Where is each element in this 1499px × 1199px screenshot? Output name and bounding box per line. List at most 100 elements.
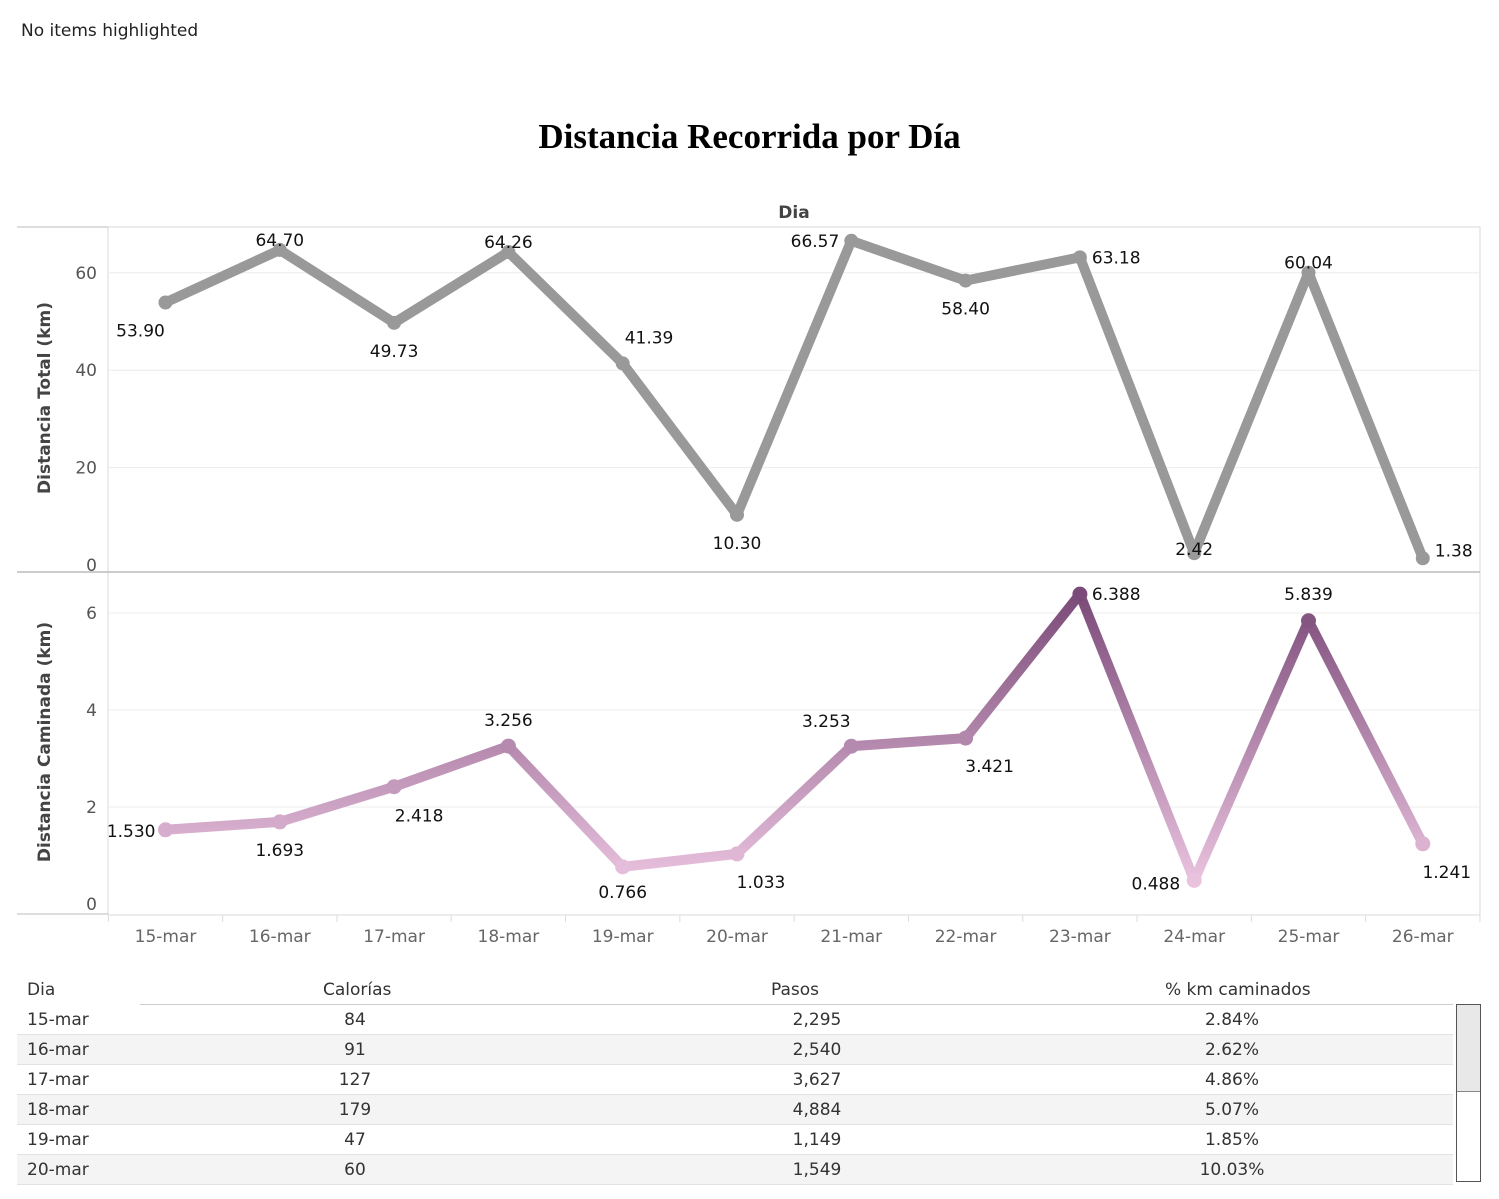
- header-divider: [140, 1004, 1453, 1005]
- total-distance-point: [1415, 551, 1430, 566]
- total-distance-point: [730, 507, 744, 522]
- bottom-y-tick-label: 6: [86, 604, 97, 624]
- walked-distance-label: 3.421: [965, 757, 1014, 777]
- walked-distance-segment: [274, 781, 400, 827]
- total-distance-point: [272, 242, 287, 257]
- total-distance-label: 1.38: [1435, 541, 1473, 561]
- walked-distance-label: 6.388: [1092, 585, 1141, 605]
- total-distance-label: 41.39: [625, 328, 674, 348]
- cell-km-caminados: 2.62%: [1204, 1040, 1259, 1060]
- cell-calorias: 127: [338, 1070, 372, 1090]
- walked-distance-label: 1.693: [255, 841, 304, 861]
- row-divider: [17, 1034, 1453, 1035]
- walked-distance-segment: [1074, 589, 1200, 886]
- cell-dia: 17-mar: [27, 1070, 89, 1090]
- table-header: Dia Calorías Pasos % km caminados: [0, 978, 1460, 1004]
- data-labels: 53.90 64.70 49.73 64.26 41.39 10.30 66.57 58.40…: [107, 231, 1473, 903]
- cell-dia: 18-mar: [27, 1100, 89, 1120]
- walked-distance-point: [1072, 586, 1088, 602]
- walked-distance-point: [843, 738, 859, 754]
- cell-pasos: 2,295: [792, 1010, 842, 1030]
- cell-dia: 20-mar: [27, 1160, 89, 1180]
- total-distance-label: 10.30: [713, 534, 762, 554]
- x-tick-label: 22-mar: [935, 927, 997, 947]
- row-divider: [17, 1184, 1453, 1185]
- row-divider: [17, 1094, 1453, 1095]
- cell-calorias: 84: [344, 1010, 366, 1030]
- total-distance-label: 66.57: [791, 232, 840, 252]
- walked-distance-point: [500, 738, 516, 754]
- cell-pasos: 2,540: [792, 1040, 842, 1060]
- walked-distance-label: 2.418: [395, 807, 444, 827]
- bottom-y-axis-title: Distancia Caminada (km): [35, 622, 55, 862]
- table-row[interactable]: 19-mar 47 1,149 1.85%: [17, 1125, 1453, 1155]
- bottom-y-tick-label: 0: [86, 895, 97, 915]
- line-chart[interactable]: 53.90 64.70 49.73 64.26 41.39 10.30 66.57 58.40…: [0, 0, 1499, 975]
- cell-km-caminados: 2.84%: [1204, 1010, 1259, 1030]
- table-row[interactable]: 20-mar 60 1,549 10.03%: [17, 1155, 1453, 1185]
- header-km-caminados: % km caminados: [1165, 980, 1311, 1000]
- cell-calorias: 179: [338, 1100, 372, 1120]
- cell-km-caminados: 4.86%: [1204, 1070, 1259, 1090]
- walked-distance-segment: [1303, 615, 1428, 849]
- top-panel-border: [107, 226, 1481, 573]
- total-distance-point: [387, 315, 402, 330]
- total-distance-label: 58.40: [941, 300, 990, 320]
- bottom-y-tick-label: 2: [86, 798, 97, 818]
- x-tick-label: 24-mar: [1163, 927, 1225, 947]
- cell-km-caminados: 1.85%: [1204, 1130, 1259, 1150]
- cell-dia: 19-mar: [27, 1130, 89, 1150]
- walked-distance-point: [729, 846, 745, 862]
- total-distance-point: [501, 245, 516, 260]
- table-row[interactable]: 16-mar 91 2,540 2.62%: [17, 1035, 1453, 1065]
- top-y-tick-label: 0: [86, 556, 97, 576]
- walked-distance-point: [158, 822, 173, 838]
- header-calorias: Calorías: [323, 980, 392, 1000]
- bottom-y-tick-label: 4: [86, 701, 97, 721]
- x-tick-label: 16-mar: [249, 927, 311, 947]
- table-row[interactable]: 15-mar 84 2,295 2.84%: [17, 1005, 1453, 1035]
- walked-distance-segment: [846, 733, 971, 752]
- x-tick-label: 25-mar: [1278, 927, 1340, 947]
- walked-distance-label: 3.256: [484, 711, 533, 731]
- total-distance-point: [844, 233, 859, 248]
- total-distance-label: 2.42: [1175, 540, 1213, 560]
- chart-frame: [17, 226, 1481, 916]
- chart-title: Distancia Recorrida por Día: [538, 117, 961, 156]
- walked-distance-label: 0.766: [598, 883, 647, 903]
- cell-dia: 15-mar: [27, 1010, 89, 1030]
- walked-distance-segment: [960, 589, 1085, 744]
- total-distance-label: 53.90: [116, 322, 165, 342]
- data-points[interactable]: [158, 233, 1431, 888]
- cell-calorias: 91: [344, 1040, 366, 1060]
- x-axis-title: Dia: [778, 203, 809, 223]
- walked-distance-point: [1301, 613, 1316, 629]
- top-y-tick-label: 20: [75, 459, 97, 479]
- x-tick-label: 26-mar: [1392, 927, 1454, 947]
- top-y-tick-label: 40: [75, 361, 97, 381]
- walked-distance-segment: [160, 816, 285, 835]
- x-tick-label: 20-mar: [706, 927, 768, 947]
- total-distance-line: [160, 235, 1428, 564]
- table-scrollbar[interactable]: [1456, 1004, 1481, 1182]
- x-tick-label: 21-mar: [820, 927, 882, 947]
- total-distance-point: [958, 273, 973, 288]
- walked-distance-segment: [1189, 615, 1314, 886]
- total-distance-point: [615, 356, 630, 371]
- top-y-axis-title: Distancia Total (km): [35, 302, 55, 494]
- cell-km-caminados: 10.03%: [1199, 1160, 1265, 1180]
- row-divider: [17, 1124, 1453, 1125]
- axes: 0 20 40 60 0 2 4 6 Dia Distancia Total (km) Distan…: [35, 203, 1481, 947]
- cell-calorias: 60: [344, 1160, 366, 1180]
- total-distance-label: 60.04: [1284, 254, 1333, 274]
- table-row[interactable]: 17-mar 127 3,627 4.86%: [17, 1065, 1453, 1095]
- walked-distance-segment: [503, 741, 628, 872]
- cell-pasos: 3,627: [792, 1070, 842, 1090]
- walked-distance-segment: [389, 741, 514, 792]
- scrollbar-thumb[interactable]: [1457, 1005, 1480, 1092]
- table-row[interactable]: 18-mar 179 4,884 5.07%: [17, 1095, 1453, 1125]
- x-tick-label: 17-mar: [363, 927, 425, 947]
- x-tick-label: 18-mar: [478, 927, 540, 947]
- total-distance-point: [1072, 250, 1087, 265]
- total-distance-label: 49.73: [370, 342, 419, 362]
